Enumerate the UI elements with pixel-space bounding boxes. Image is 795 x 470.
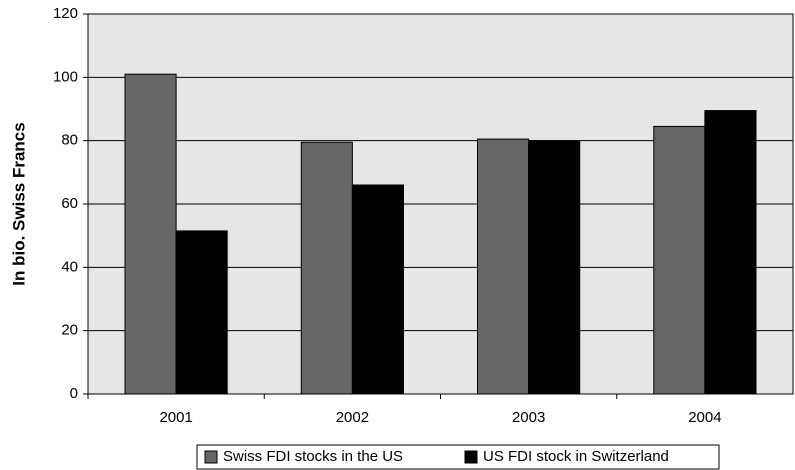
bar (124, 73, 177, 395)
y-tick-label: 80 (61, 132, 78, 149)
x-tick-label: 2003 (512, 409, 545, 426)
y-tick-label: 120 (53, 5, 78, 22)
y-tick-label: 60 (61, 195, 78, 212)
y-tick-label: 40 (61, 258, 78, 275)
legend-label: US FDI stock in Switzerland (483, 448, 669, 465)
bar (528, 140, 581, 395)
legend-label: Swiss FDI stocks in the US (223, 448, 403, 465)
bar (704, 110, 757, 395)
y-tick-label: 20 (61, 322, 78, 339)
bar (300, 141, 353, 395)
x-tick-label: 2004 (688, 409, 721, 426)
bar (653, 125, 706, 395)
legend-swatch (464, 450, 478, 464)
x-tick-label: 2001 (159, 409, 192, 426)
y-axis-label: In bio. Swiss Francs (9, 122, 28, 285)
bar (175, 230, 228, 395)
x-tick-label: 2002 (336, 409, 369, 426)
legend-box (196, 444, 720, 470)
y-tick-label: 100 (53, 68, 78, 85)
y-tick-label: 0 (70, 385, 78, 402)
legend-swatch (204, 450, 218, 464)
bar (477, 138, 530, 395)
bar (351, 184, 404, 395)
